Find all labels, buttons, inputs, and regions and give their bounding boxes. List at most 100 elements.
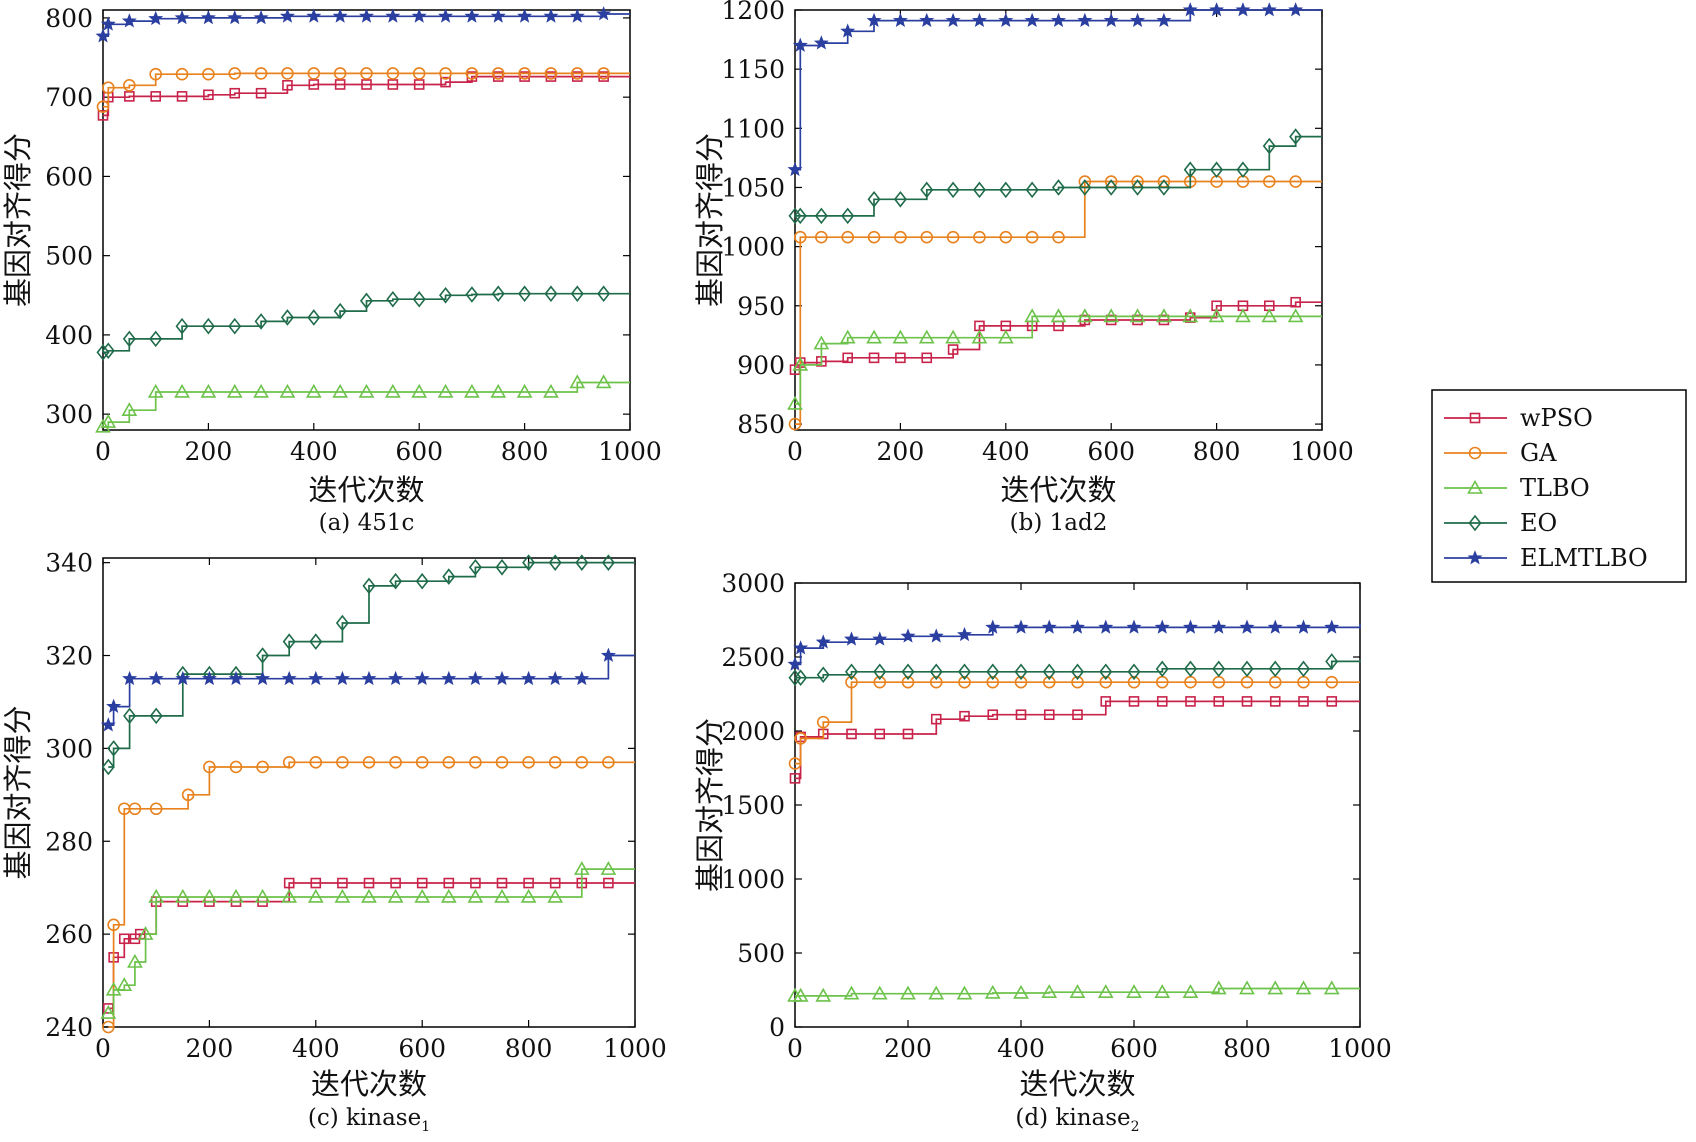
- data-point-elmtlbo: [1239, 619, 1255, 634]
- data-point-tlbo: [332, 383, 349, 398]
- data-point-wpso: [203, 89, 214, 101]
- data-point-elmtlbo: [334, 670, 350, 686]
- y-tick-label: 320: [45, 642, 93, 671]
- data-point-eo: [201, 317, 215, 335]
- data-point-eo: [491, 285, 505, 302]
- data-point-elmtlbo: [600, 647, 616, 662]
- data-point-ga: [920, 230, 934, 244]
- data-point-elmtlbo: [308, 670, 324, 686]
- data-point-eo: [495, 558, 509, 576]
- data-point-eo: [1240, 660, 1254, 678]
- data-point-elmtlbo: [332, 8, 348, 23]
- data-point-ga: [281, 67, 294, 80]
- data-point-wpso: [1079, 314, 1091, 326]
- data-point-eo: [123, 707, 137, 725]
- data-point-eo: [867, 191, 881, 208]
- legend-entry-wpso: wPSO: [1444, 404, 1593, 432]
- data-point-elmtlbo: [281, 670, 297, 686]
- series-elmtlbo: [95, 6, 630, 43]
- data-point-tlbo: [95, 418, 111, 433]
- data-point-ga: [1325, 675, 1339, 689]
- data-point-tlbo: [437, 383, 454, 398]
- data-point-ga: [469, 756, 482, 769]
- legend-entry-eo: EO: [1444, 509, 1557, 537]
- data-point-elmtlbo: [200, 10, 216, 25]
- data-point-eo: [1099, 663, 1113, 681]
- data-point-elmtlbo: [227, 10, 243, 25]
- plot-frame: [102, 557, 636, 1028]
- data-point-ga: [1042, 675, 1056, 689]
- data-point-ga: [442, 756, 456, 769]
- data-point-elmtlbo: [106, 698, 122, 713]
- data-point-elmtlbo: [813, 35, 829, 50]
- data-point-eo: [1042, 663, 1056, 681]
- data-point-elmtlbo: [1098, 619, 1114, 634]
- data-point-eo: [1025, 181, 1039, 199]
- data-point-ga: [522, 756, 535, 769]
- data-point-wpso: [846, 728, 857, 740]
- data-point-tlbo: [543, 383, 559, 398]
- data-point-eo: [149, 330, 163, 348]
- data-point-eo: [570, 285, 584, 302]
- data-point-eo: [439, 286, 453, 304]
- data-point-tlbo: [1287, 308, 1304, 323]
- data-point-ga: [597, 67, 610, 80]
- data-point-elmtlbo: [388, 670, 404, 686]
- data-point-eo: [844, 663, 859, 681]
- data-point-tlbo: [414, 888, 431, 903]
- data-point-ga: [518, 67, 531, 80]
- data-point-elmtlbo: [148, 670, 164, 686]
- series-line-eo: [795, 135, 1322, 217]
- data-point-elmtlbo: [596, 6, 612, 21]
- data-point-eo: [920, 181, 934, 199]
- data-point-elmtlbo: [928, 628, 944, 643]
- x-tick-label: 800: [1193, 437, 1241, 466]
- data-point-tlbo: [787, 395, 803, 410]
- data-point-ga: [815, 230, 828, 244]
- data-point-ga: [1289, 175, 1302, 188]
- x-tick-label: 600: [1110, 1034, 1158, 1063]
- data-point-tlbo: [1103, 308, 1120, 323]
- data-point-wpso: [1132, 314, 1143, 326]
- data-point-tlbo: [384, 383, 401, 398]
- data-point-eo: [101, 758, 115, 776]
- y-tick-label: 2000: [721, 717, 785, 746]
- y-tick-label: 240: [45, 1013, 93, 1042]
- series-wpso: [789, 696, 1360, 784]
- data-point-elmtlbo: [228, 670, 244, 686]
- data-point-wpso: [176, 91, 188, 102]
- y-tick-label: 800: [45, 4, 93, 33]
- series-line-wpso: [795, 301, 1322, 371]
- data-point-wpso: [1185, 696, 1196, 707]
- x-tick-label: 800: [501, 437, 549, 466]
- data-point-elmtlbo: [95, 28, 111, 43]
- data-point-tlbo: [1210, 980, 1227, 995]
- data-point-ga: [1071, 675, 1084, 689]
- data-point-elmtlbo: [945, 12, 961, 28]
- series-line-wpso: [103, 75, 630, 117]
- data-point-tlbo: [1235, 308, 1251, 323]
- data-point-tlbo: [1267, 980, 1284, 995]
- panel-caption-main: (b) 1ad2: [1010, 510, 1108, 536]
- series-line-tlbo: [103, 381, 630, 428]
- data-point-elmtlbo: [1130, 12, 1146, 28]
- data-point-eo: [788, 669, 802, 687]
- data-point-ga: [793, 230, 807, 244]
- y-tick-label: 700: [45, 83, 93, 112]
- data-point-tlbo: [137, 926, 154, 940]
- data-point-wpso: [361, 79, 372, 90]
- data-point-ga: [1025, 230, 1039, 244]
- data-point-elmtlbo: [201, 670, 217, 686]
- data-point-tlbo: [984, 984, 1001, 999]
- data-point-elmtlbo: [385, 8, 401, 23]
- data-point-elmtlbo: [100, 717, 116, 732]
- series-line-elmtlbo: [108, 654, 635, 727]
- data-point-wpso: [1269, 696, 1281, 707]
- data-point-eo: [282, 633, 296, 650]
- series-tlbo: [787, 308, 1322, 410]
- data-point-ga: [958, 675, 971, 689]
- data-point-wpso: [947, 344, 959, 355]
- x-tick-label: 0: [95, 1034, 111, 1063]
- data-point-elmtlbo: [872, 631, 888, 646]
- data-point-eo: [1104, 179, 1118, 196]
